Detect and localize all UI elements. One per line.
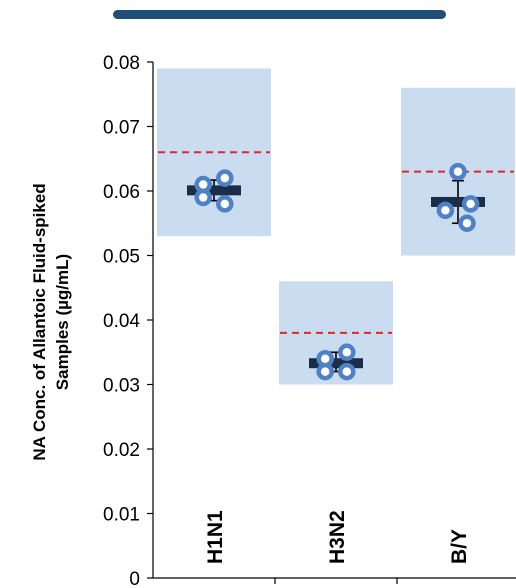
y-tick-label-6: 0.06 (103, 182, 140, 203)
data-point-by-1 (449, 162, 467, 181)
category-labels: H1N1 H3N2 B/Y (204, 510, 471, 564)
data-point-h3n2-3 (316, 362, 334, 381)
data-point-h3n2-2 (338, 343, 356, 361)
y-axis-title-line-2: Samples (µg/mL) (53, 254, 72, 390)
data-point-by-3 (461, 195, 480, 213)
category-label-h3n2: H3N2 (326, 510, 349, 564)
y-tick-label-1: 0.01 (103, 505, 140, 526)
mean-bar-by (431, 196, 485, 207)
mean-bars (187, 185, 485, 369)
y-tick-label-7: 0.07 (103, 118, 140, 139)
data-point-h3n2-4 (338, 362, 356, 381)
y-tick-label-2: 0.02 (103, 440, 140, 461)
category-label-by: B/Y (448, 529, 471, 564)
mean-bar-h1n1 (187, 185, 241, 196)
y-tick-label-4: 0.04 (103, 311, 140, 332)
header-bar (113, 10, 446, 19)
y-tick-label-3: 0.03 (103, 376, 140, 397)
data-point-h1n1-4 (216, 195, 234, 213)
data-point-h1n1-3 (194, 188, 212, 207)
y-tick-label-0: 0 (129, 569, 140, 588)
y-tick-label-8: 0.08 (103, 53, 140, 74)
data-point-h1n1-2 (216, 169, 234, 187)
data-point-by-2 (436, 201, 455, 220)
y-tick-label-5: 0.05 (103, 247, 140, 268)
category-label-h1n1: H1N1 (204, 510, 227, 564)
y-axis-title-line-1: NA Conc. of Allantoic Fluid-spiked (30, 183, 49, 460)
data-points (194, 162, 480, 381)
target-lines (158, 151, 514, 334)
axes: 0 0.01 0.02 0.03 0.04 0.05 0.06 0.07 0.08 (103, 53, 516, 588)
data-point-by-4 (458, 214, 476, 232)
mean-bar-h3n2 (309, 358, 363, 369)
